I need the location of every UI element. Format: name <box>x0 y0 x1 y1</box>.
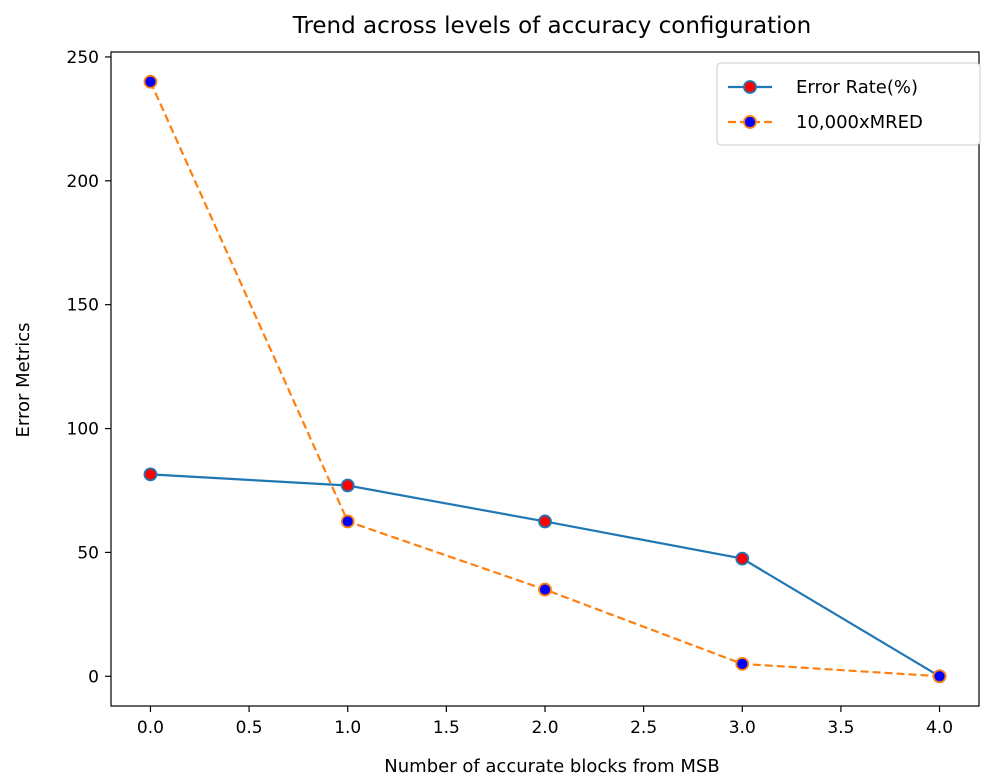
series-1-point <box>340 514 355 529</box>
y-axis-label: Error Metrics <box>13 323 34 438</box>
series-0-point <box>735 551 750 566</box>
x-tick-label: 2.0 <box>531 718 558 738</box>
legend-marker-1 <box>743 115 757 129</box>
x-axis-label: Number of accurate blocks from MSB <box>384 756 719 777</box>
x-tick-label: 3.5 <box>827 718 854 738</box>
series-1-point <box>735 656 750 671</box>
y-tick-label: 250 <box>67 48 99 68</box>
legend-label-1: 10,000xMRED <box>796 112 923 133</box>
y-tick-label: 50 <box>77 543 99 563</box>
chart-title: Trend across levels of accuracy configur… <box>292 13 811 39</box>
x-tick-label: 1.5 <box>433 718 460 738</box>
x-tick-label: 0.5 <box>236 718 263 738</box>
x-tick-label: 0.0 <box>137 718 164 738</box>
x-tick-label: 3.0 <box>729 718 756 738</box>
plot-frame <box>110 51 980 707</box>
x-tick-label: 4.0 <box>926 718 953 738</box>
series-0-point <box>143 467 158 482</box>
series-line-0 <box>150 473 941 678</box>
legend-marker-0 <box>743 80 757 94</box>
y-tick-label: 200 <box>67 172 99 192</box>
y-tick-label: 100 <box>67 420 99 440</box>
series-0-point <box>340 478 355 493</box>
x-axis-ticks: 0.0 0.5 1.0 1.5 2.0 2.5 3.0 3.5 4.0 <box>137 706 953 738</box>
series-layer <box>143 74 947 684</box>
y-axis-ticks: 0 50 100 150 200 250 <box>67 48 111 687</box>
series-1-point <box>143 74 158 89</box>
legend-label-0: Error Rate(%) <box>796 77 918 98</box>
y-tick-label: 150 <box>67 296 99 316</box>
x-tick-label: 1.0 <box>334 718 361 738</box>
legend: Error Rate(%) 10,000xMRED <box>716 62 981 146</box>
legend-box <box>716 62 981 146</box>
series-0-point <box>538 514 552 529</box>
y-tick-label: 0 <box>88 667 99 687</box>
x-tick-label: 2.5 <box>630 718 657 738</box>
series-1-point <box>538 582 552 597</box>
series-1-point <box>932 669 947 684</box>
